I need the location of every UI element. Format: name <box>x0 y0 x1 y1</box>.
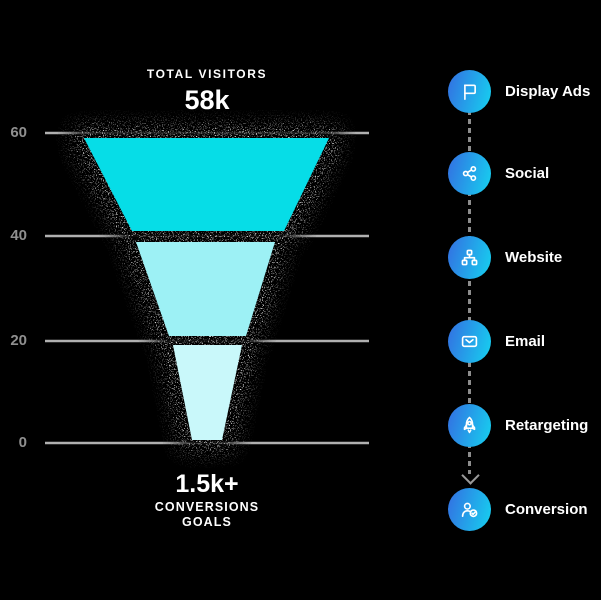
flag-icon <box>464 84 476 100</box>
sitemap-icon <box>461 249 478 266</box>
step-label-retargeting: Retargeting <box>505 417 589 434</box>
rocket-icon <box>463 416 476 434</box>
step-circle-email <box>448 320 491 363</box>
conversions-value: 1.5k+ <box>175 470 239 498</box>
envelope-icon <box>461 335 478 348</box>
y-tick-20: 20 <box>10 332 27 349</box>
total-visitors-value: 58k <box>184 85 230 115</box>
conversions-label-line2: GOALS <box>182 515 232 529</box>
step-label-email: Email <box>505 333 546 350</box>
user-check-icon <box>461 502 478 518</box>
funnel-stage-2 <box>136 242 275 336</box>
step-label-website: Website <box>505 249 563 266</box>
y-tick-60: 60 <box>10 124 27 141</box>
step-circle-retargeting <box>448 404 491 447</box>
steps-dashed-connector <box>468 92 471 474</box>
y-tick-0: 0 <box>18 434 27 451</box>
chart-title: TOTAL VISITORS <box>146 67 268 81</box>
step-label-display-ads: Display Ads <box>505 83 591 100</box>
step-circle-social <box>448 152 491 195</box>
step-label-social: Social <box>505 165 550 182</box>
conversions-label: CONVERSIONS GOALS <box>87 500 327 530</box>
y-tick-40: 40 <box>10 227 27 244</box>
funnel-stage-1 <box>84 138 329 231</box>
step-label-conversion: Conversion <box>505 501 588 518</box>
share-icon <box>462 165 477 182</box>
step-circle-website <box>448 236 491 279</box>
conversions-label-line1: CONVERSIONS <box>154 500 260 514</box>
step-circle-display-ads <box>448 70 491 113</box>
step-circle-conversion <box>448 488 491 531</box>
funnel-stage-3 <box>173 345 242 440</box>
